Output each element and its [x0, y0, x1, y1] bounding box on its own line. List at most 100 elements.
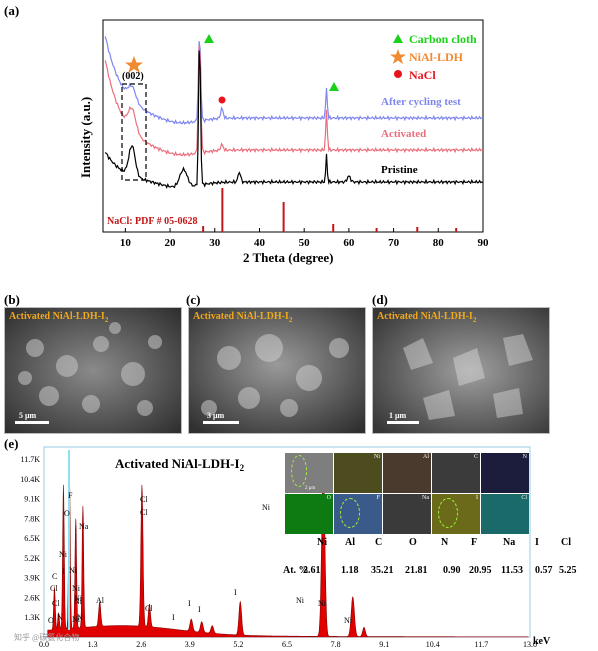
- eds-peak-label: Al: [96, 596, 105, 605]
- highlight-ellipse: [438, 498, 458, 528]
- eds-peak-label: Ni: [74, 597, 83, 606]
- eds-peak-label: I: [62, 567, 65, 576]
- scale-bar-d: [387, 421, 419, 424]
- eds-peak-label: Ni: [344, 616, 353, 625]
- map-label: Cl: [521, 495, 527, 501]
- xrd-curve-pristine: [104, 50, 484, 190]
- map-f: F: [334, 494, 382, 534]
- nacl-pdf-label: NaCl: PDF # 05-0628: [107, 216, 197, 227]
- carbon-peak-marker-2: [329, 82, 339, 91]
- xrd-tick-label: 20: [165, 237, 177, 249]
- eds-chart: 1.3K 2.6K 3.9K 5.2K 6.5K 7.8K 9.1K 10.4K 11.7K 0…: [20, 446, 551, 649]
- eds-xtick-label: 1.3: [88, 640, 98, 649]
- map-label: Na: [422, 495, 429, 501]
- eds-peak-label: I: [172, 613, 175, 622]
- eds-peak-label: Ni: [69, 566, 78, 575]
- table-value: 0.90: [443, 565, 461, 576]
- table-header-o: O: [409, 537, 417, 548]
- eds-xtick-label: 5.2: [233, 640, 243, 649]
- eds-peak-label: Cl: [140, 495, 148, 504]
- eds-ytick-label: 6.5K: [24, 534, 40, 543]
- legend-carbon-cloth: Carbon cloth: [409, 32, 477, 46]
- eds-peak-label: Ni: [296, 596, 305, 605]
- eds-peak-label: Cl: [52, 599, 60, 608]
- eds-xtick-label: 9.1: [379, 640, 389, 649]
- eds-peak-label: O: [64, 509, 70, 518]
- xrd-curve-activated: [104, 45, 484, 157]
- xrd-x-ticks: 10 20 30 40 50 60 70 80 90: [120, 228, 489, 249]
- label-after-cycling: After cycling test: [381, 96, 461, 108]
- xrd-tick-label: 80: [433, 237, 445, 249]
- xrd-tick-label: 40: [254, 237, 266, 249]
- legend-star-icon: [390, 49, 406, 64]
- eds-ytick-label: 11.7K: [21, 455, 41, 464]
- table-value: 20.95: [469, 565, 492, 576]
- dashed-box-002: [121, 83, 147, 181]
- map-na: Na: [383, 494, 431, 534]
- xrd-curve-after-cycling: [104, 36, 484, 125]
- xrd-ylabel: Intensity (a.u.): [78, 97, 93, 178]
- eds-peak-label: Cl: [145, 604, 153, 613]
- eds-xtick-label: 2.6: [136, 640, 146, 649]
- panel-label-b: (b): [4, 292, 20, 307]
- xrd-tick-label: 70: [388, 237, 400, 249]
- eds-y-ticks: 1.3K 2.6K 3.9K 5.2K 6.5K 7.8K 9.1K 10.4K 11.7K: [20, 455, 40, 622]
- eds-ytick-label: 9.1K: [24, 495, 40, 504]
- eds-peak-label: I: [234, 588, 237, 597]
- eds-peak-label: Ni: [72, 584, 81, 593]
- atomic-percent-table: Ni Al C O N F Na I Cl At. % 2.61 1.18 35.21 21.81 0.…: [283, 537, 583, 581]
- panel-label-d: (d): [372, 292, 388, 307]
- star-marker-002: [125, 56, 143, 73]
- map-label: N: [522, 454, 527, 460]
- eds-peak-label: N: [57, 613, 63, 622]
- map-label: C: [473, 454, 478, 460]
- legend-nacl: NaCl: [409, 68, 436, 82]
- sem-image-d: Activated NiAl-LDH-I2 1 μm: [372, 307, 550, 434]
- eds-xtick-label: 13.0: [523, 640, 537, 649]
- table-value: 35.21: [371, 565, 394, 576]
- eds-peak-label: Ni: [74, 594, 83, 603]
- eds-spectrum-area: [47, 466, 529, 638]
- table-header-al: Al: [345, 537, 355, 548]
- eds-peak-label: F: [68, 491, 73, 500]
- map-i: I: [432, 494, 480, 534]
- eds-peak-label: C: [52, 572, 57, 581]
- sem-image-b: Activated NiAl-LDH-I2 5 μm: [4, 307, 182, 434]
- scale-bar-b: [15, 421, 49, 424]
- map-label: I: [476, 495, 478, 501]
- eds-ytick-label: 2.6K: [24, 593, 40, 602]
- eds-x-ticks: 0.0 1.3 2.6 3.9 5.2 6.5 7.8 9.1 10.4 11.7 13.0: [39, 640, 537, 649]
- watermark: 知乎 @碳氢化合物: [14, 633, 80, 642]
- table-value: 21.81: [405, 565, 428, 576]
- table-value: 5.25: [559, 565, 577, 576]
- eds-peak-label: Ni: [318, 599, 327, 608]
- eds-xtick-label: 3.9: [185, 640, 195, 649]
- map-label: Ni: [374, 454, 380, 460]
- eds-ytick-label: 5.2K: [24, 554, 40, 563]
- sem-d-title-sub: 2: [472, 316, 477, 324]
- map-scale: 2 μm: [305, 486, 316, 491]
- map-label: F: [376, 495, 380, 501]
- eds-unit: keV: [533, 636, 551, 647]
- table-value: 2.61: [303, 565, 321, 576]
- table-header-n: N: [441, 537, 449, 548]
- table-header-ni: Ni: [317, 537, 327, 548]
- eds-xtick-label: 7.8: [331, 640, 341, 649]
- legend-circle-icon: [394, 70, 402, 78]
- label-activated: Activated: [381, 128, 426, 140]
- sem-texture-c: [189, 308, 365, 433]
- panel-label-a: (a): [4, 3, 20, 18]
- eds-peak-label: Na: [79, 522, 89, 531]
- eds-peak-label: Ni: [72, 615, 81, 624]
- eds-peak-label: Ni: [262, 503, 271, 512]
- eds-xtick-label: 0.0: [39, 640, 49, 649]
- panel-label-e: (e): [4, 436, 19, 451]
- eds-peak-label: I: [188, 599, 191, 608]
- eds-title: Activated NiAl-LDH-I2: [115, 456, 245, 473]
- nacl-reference-lines: [202, 188, 458, 232]
- map-n: N: [481, 453, 529, 493]
- at-percent-label: At. %: [283, 565, 309, 576]
- eds-xtick-label: 10.4: [426, 640, 440, 649]
- sem-b-title: Activated NiAl-LDH-I: [9, 311, 105, 322]
